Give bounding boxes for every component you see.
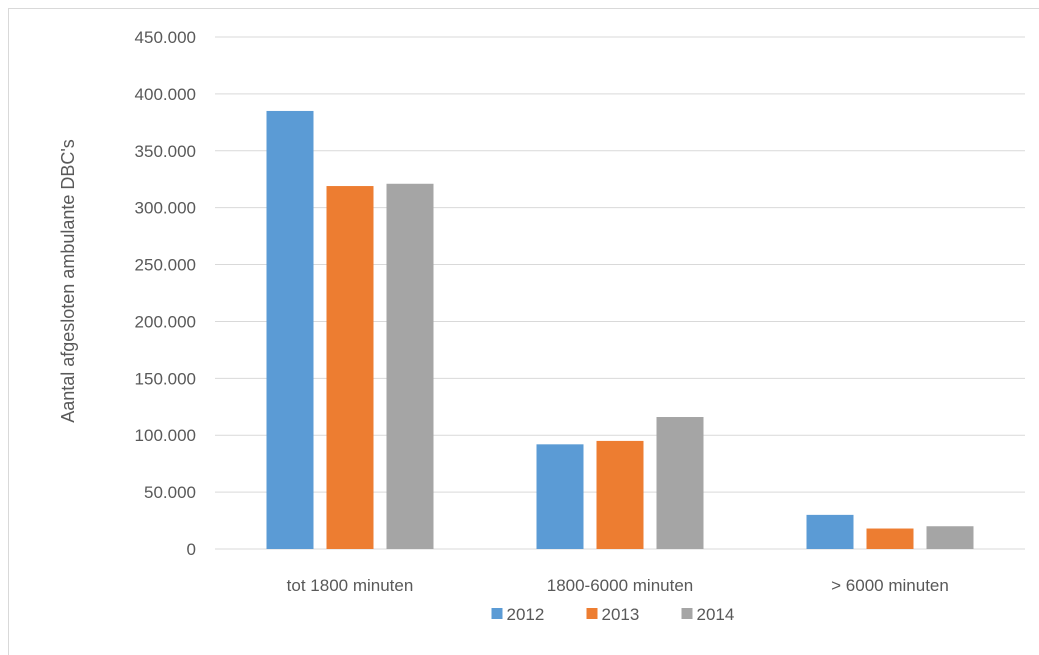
bar-2012-2 xyxy=(536,444,584,549)
bar-2014-1 xyxy=(386,183,434,550)
bar-2013-2 xyxy=(596,440,644,549)
chart-frame xyxy=(8,8,1039,655)
y-tick-label: 200.000 xyxy=(135,312,196,331)
bar-2013-3 xyxy=(866,528,914,549)
y-tick-label: 150.000 xyxy=(135,369,196,388)
legend: 2012 2013 2014 xyxy=(491,605,735,624)
x-category-label: > 6000 minuten xyxy=(831,576,949,595)
y-tick-label: 450.000 xyxy=(135,28,196,47)
bars xyxy=(266,110,974,550)
bar-2013-1 xyxy=(326,186,374,549)
legend-swatch-2013 xyxy=(586,608,598,619)
legend-swatch-2012 xyxy=(491,608,503,619)
bar-2014-3 xyxy=(926,526,974,549)
x-axis-category-labels: tot 1800 minuten 1800-6000 minuten > 6000 … xyxy=(287,576,949,595)
legend-label-2014: 2014 xyxy=(697,605,735,624)
y-axis-tick-labels: 0 50.000 100.000 150.000 200.000 250.000 300.0… xyxy=(135,28,196,559)
y-tick-label: 100.000 xyxy=(135,426,196,445)
bar-2012-1 xyxy=(266,110,314,549)
legend-label-2013: 2013 xyxy=(602,605,640,624)
y-tick-label: 0 xyxy=(187,540,196,559)
y-tick-label: 50.000 xyxy=(144,483,196,502)
bar-2012-3 xyxy=(806,514,854,549)
y-axis-title: Aantal afgesloten ambulante DBC's xyxy=(58,139,78,423)
x-category-label: 1800-6000 minuten xyxy=(547,576,694,595)
y-tick-label: 350.000 xyxy=(135,142,196,161)
y-tick-label: 250.000 xyxy=(135,256,196,275)
y-tick-label: 300.000 xyxy=(135,199,196,218)
bar-2014-2 xyxy=(656,417,704,549)
legend-swatch-2014 xyxy=(681,608,693,619)
legend-label-2012: 2012 xyxy=(507,605,545,624)
y-tick-label: 400.000 xyxy=(135,85,196,104)
x-category-label: tot 1800 minuten xyxy=(287,576,414,595)
